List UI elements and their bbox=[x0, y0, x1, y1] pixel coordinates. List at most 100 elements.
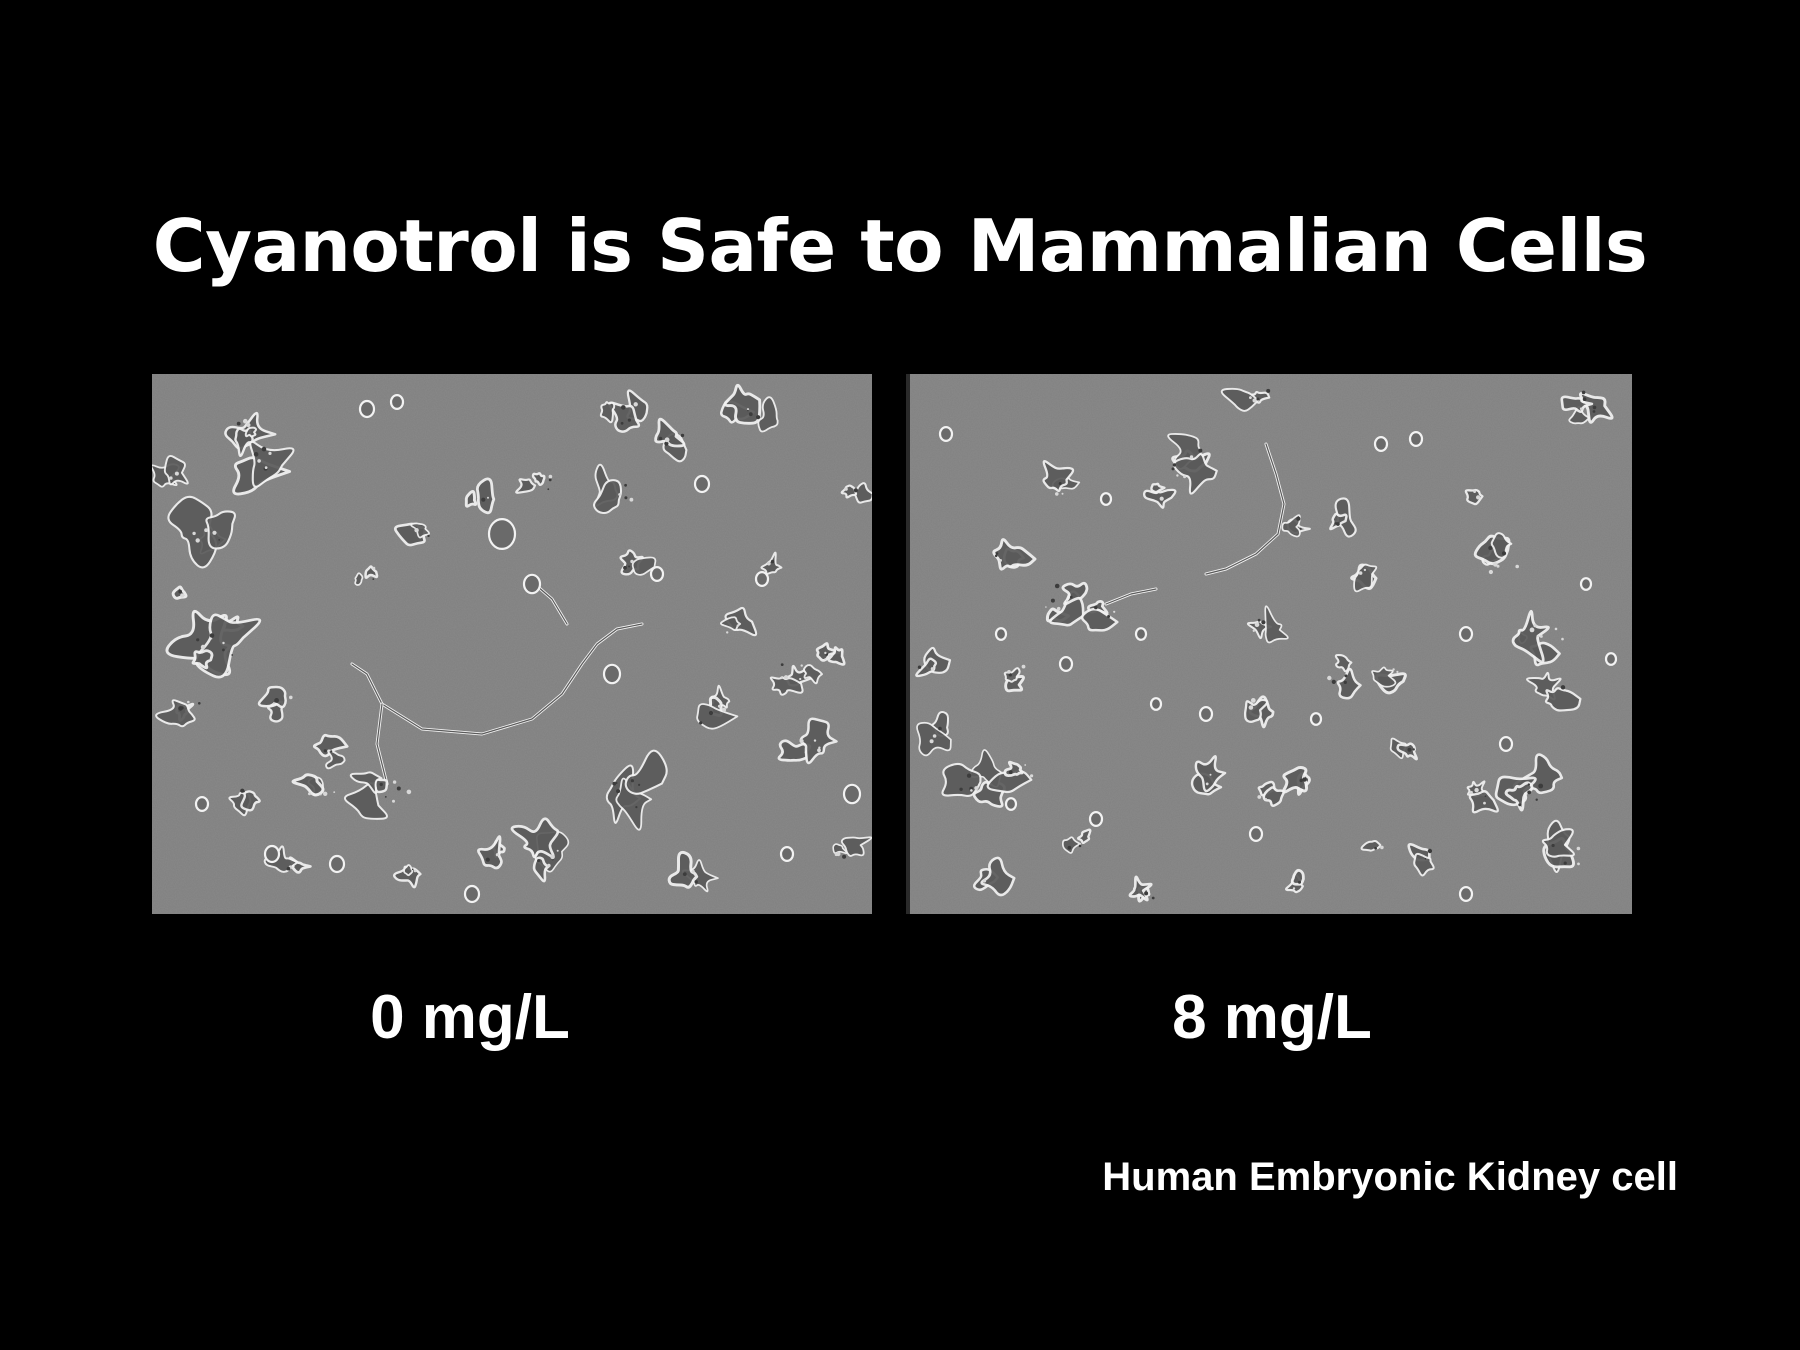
cell-cluster bbox=[1464, 488, 1484, 506]
round-cell bbox=[487, 518, 517, 551]
cell-cluster bbox=[165, 609, 262, 679]
cell-cluster bbox=[312, 733, 349, 770]
round-cell bbox=[1604, 652, 1618, 666]
cell-cluster bbox=[464, 477, 496, 515]
cell-cluster bbox=[840, 482, 872, 504]
round-cell bbox=[693, 474, 711, 494]
cell-cluster bbox=[1389, 737, 1418, 761]
round-cell bbox=[1408, 430, 1424, 447]
cell-cluster bbox=[1282, 766, 1311, 796]
round-cell bbox=[842, 783, 862, 805]
cell-cluster bbox=[393, 864, 422, 889]
round-cell bbox=[1099, 492, 1113, 506]
micrograph-0mg-image bbox=[152, 374, 872, 914]
cell-cluster bbox=[1473, 532, 1519, 575]
cell-strand-core bbox=[376, 703, 388, 785]
cell-cluster bbox=[1167, 433, 1218, 495]
cell-cluster bbox=[257, 685, 293, 723]
cell-cluster bbox=[1128, 875, 1155, 903]
cell-cluster bbox=[1494, 753, 1564, 812]
cell-cluster bbox=[1407, 843, 1435, 877]
cell-cluster bbox=[1243, 695, 1275, 729]
cell-cluster bbox=[1042, 460, 1081, 496]
cell-cluster bbox=[720, 606, 758, 637]
cell-cluster bbox=[832, 836, 872, 859]
round-cell bbox=[1579, 577, 1593, 591]
cell-cluster bbox=[171, 585, 188, 600]
cell-cluster bbox=[1257, 780, 1286, 807]
cell-cluster bbox=[477, 835, 506, 870]
cell-cluster bbox=[167, 495, 237, 569]
cell-cluster bbox=[1360, 839, 1384, 852]
slide-title: Cyanotrol is Safe to Mammalian Cells bbox=[152, 204, 1648, 288]
cell-cluster bbox=[1285, 868, 1305, 894]
cell-cluster bbox=[1080, 600, 1119, 632]
cell-cluster bbox=[1246, 605, 1289, 644]
cell-cluster bbox=[1541, 819, 1581, 873]
round-cell bbox=[1498, 736, 1514, 753]
cell-cluster bbox=[777, 717, 838, 765]
cell-cluster bbox=[972, 856, 1016, 897]
round-cell bbox=[1458, 626, 1474, 643]
cell-cluster bbox=[696, 684, 739, 730]
cell-cluster bbox=[393, 522, 430, 547]
round-cell bbox=[649, 566, 665, 583]
round-cell bbox=[1149, 697, 1163, 711]
cell-cluster bbox=[1466, 780, 1499, 814]
cell-cluster bbox=[1045, 581, 1089, 627]
micrograph-8mg bbox=[906, 374, 1632, 914]
cell-cluster bbox=[599, 389, 649, 433]
cell-cluster bbox=[515, 472, 553, 494]
cell-cluster bbox=[1220, 387, 1271, 412]
round-cell bbox=[1309, 712, 1323, 726]
cell-cluster bbox=[654, 417, 688, 463]
cell-strand-core bbox=[381, 623, 643, 735]
cell-cluster bbox=[815, 642, 846, 666]
round-cell bbox=[1198, 706, 1214, 723]
cell-strand-core bbox=[1105, 588, 1157, 605]
round-cell bbox=[263, 844, 281, 864]
cell-cluster bbox=[667, 850, 719, 893]
cell-cluster bbox=[986, 760, 1034, 794]
cell-cluster bbox=[1143, 482, 1177, 509]
cell-cluster bbox=[1350, 563, 1378, 593]
round-cell bbox=[1088, 811, 1104, 828]
concentration-label-0mg: 0 mg/L bbox=[370, 983, 570, 1052]
cell-cluster bbox=[1511, 609, 1564, 667]
cell-cluster bbox=[619, 549, 657, 576]
cell-cluster bbox=[354, 565, 379, 586]
micrograph-8mg-image bbox=[906, 374, 1632, 914]
concentration-label-8mg: 8 mg/L bbox=[1172, 983, 1372, 1052]
cell-cluster bbox=[343, 771, 412, 820]
round-cell bbox=[328, 854, 346, 874]
cell-cluster bbox=[510, 817, 570, 883]
cell-cluster bbox=[916, 710, 952, 757]
cell-cluster bbox=[1329, 497, 1357, 538]
cell-type-caption: Human Embryonic Kidney cell bbox=[1102, 1155, 1678, 1199]
cell-cluster bbox=[605, 749, 668, 831]
cell-cluster bbox=[291, 773, 336, 797]
cell-cluster bbox=[155, 699, 201, 728]
cell-cluster bbox=[593, 463, 634, 514]
round-cell bbox=[994, 627, 1008, 641]
cell-strand-core bbox=[1205, 443, 1285, 575]
cell-cluster bbox=[1371, 666, 1407, 695]
cell-cluster bbox=[228, 788, 261, 817]
round-cell bbox=[1373, 435, 1389, 452]
cell-strand-core bbox=[536, 585, 568, 625]
round-cell bbox=[754, 571, 770, 588]
round-cell bbox=[938, 425, 954, 442]
cell-cluster bbox=[915, 646, 952, 678]
cell-cluster bbox=[1281, 514, 1311, 538]
cell-cluster bbox=[1560, 390, 1614, 425]
cell-cluster bbox=[941, 749, 1006, 808]
round-cell bbox=[194, 796, 210, 813]
round-cell bbox=[463, 884, 481, 904]
cell-cluster bbox=[769, 663, 823, 696]
cell-cluster bbox=[152, 455, 189, 488]
micrograph-0mg bbox=[152, 374, 872, 914]
cell-cluster bbox=[1003, 664, 1026, 693]
cell-cluster bbox=[1190, 755, 1227, 796]
round-cell bbox=[522, 573, 542, 595]
cell-cluster bbox=[720, 383, 779, 433]
